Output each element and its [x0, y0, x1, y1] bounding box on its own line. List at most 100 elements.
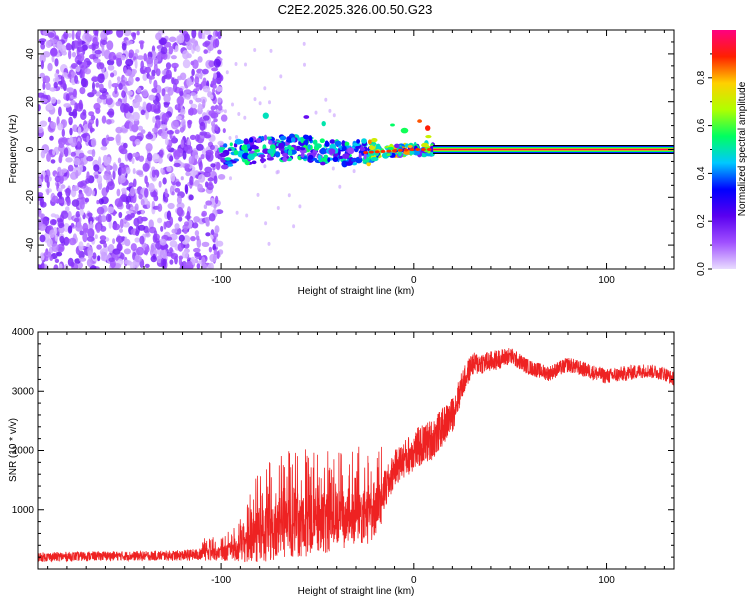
heatmap-noise-cell	[100, 215, 107, 223]
heatmap-noise-cell	[217, 49, 222, 55]
heatmap-noise-cell	[136, 170, 144, 176]
heatmap-noise-cell	[89, 265, 97, 269]
heatmap-noise-cell	[75, 169, 79, 179]
heatmap-noise-cell	[95, 82, 100, 88]
heatmap-noise-cell	[47, 62, 53, 72]
heatmap-noise-cell	[192, 59, 199, 69]
heatmap-noise-cell	[217, 97, 222, 103]
heatmap-noise-cell	[216, 250, 220, 260]
heatmap-noise-cell	[38, 218, 43, 226]
heatmap-noise-cell	[137, 125, 143, 131]
heatmap-noise-cell	[63, 31, 69, 40]
heatmap-noise-cell	[67, 73, 72, 78]
heatmap-band-cell	[300, 136, 304, 144]
heatmap-noise-cell	[244, 62, 247, 67]
heatmap-band-cell	[409, 150, 415, 155]
heatmap-band-cell	[278, 142, 285, 149]
heatmap-noise-cell	[207, 177, 214, 182]
heatmap-noise-cell	[54, 258, 60, 263]
heatmap-noise-cell	[161, 88, 166, 97]
heatmap-noise-cell	[191, 30, 197, 39]
heatmap-noise-cell	[158, 149, 164, 157]
heatmap-noise-cell	[150, 255, 157, 263]
heatmap-noise-cell	[263, 86, 267, 91]
heatmap-noise-cell	[80, 112, 87, 120]
heatmap-noise-cell	[125, 167, 131, 175]
heatmap-noise-cell	[212, 39, 218, 49]
heatmap-noise-cell	[124, 236, 128, 246]
heatmap-noise-cell	[181, 118, 186, 126]
heatmap-noise-cell	[195, 134, 200, 142]
heatmap-noise-cell	[210, 229, 215, 236]
heatmap-noise-cell	[90, 137, 97, 148]
heatmap-noise-cell	[59, 169, 65, 177]
heatmap-noise-cell	[183, 33, 190, 42]
heatmap-noise-cell	[157, 157, 163, 164]
heatmap-noise-cell	[147, 131, 152, 138]
heatmap-noise-cell	[175, 115, 182, 121]
heatmap-noise-cell	[164, 188, 168, 198]
heatmap-band-cell	[324, 141, 330, 147]
heatmap-noise-cell	[302, 41, 306, 46]
heatmap-noise-cell	[118, 145, 125, 153]
heatmap-noise-cell	[68, 138, 73, 144]
heatmap-noise-cell	[214, 225, 220, 234]
heatmap-noise-cell	[54, 214, 60, 219]
heatmap-noise-cell	[53, 264, 59, 269]
heatmap-noise-cell	[169, 155, 174, 162]
heatmap-noise-cell	[121, 90, 125, 98]
heatmap-noise-cell	[153, 59, 158, 65]
heatmap-noise-cell	[134, 255, 142, 263]
heatmap-band-cell	[356, 139, 361, 144]
heatmap-noise-cell	[142, 162, 150, 172]
heatmap-noise-cell	[145, 143, 153, 152]
heatmap-noise-cell	[213, 175, 218, 184]
heatmap-noise-cell	[203, 30, 211, 35]
heatmap-noise-cell	[71, 51, 77, 58]
heatmap-noise-cell	[122, 221, 130, 228]
heatmap-noise-cell	[163, 74, 168, 79]
heatmap-noise-cell	[84, 68, 91, 75]
heatmap-noise-cell	[197, 183, 204, 193]
heatmap-noise-cell	[44, 256, 49, 262]
heatmap-peak-cell	[409, 148, 415, 152]
heatmap-noise-cell	[171, 191, 175, 196]
heatmap-band-cell	[275, 151, 281, 158]
heatmap-noise-cell	[148, 94, 156, 101]
heatmap-noise-cell	[58, 80, 63, 85]
heatmap-noise-cell	[56, 243, 65, 253]
heatmap-band-cell	[308, 154, 314, 160]
heatmap-noise-cell	[195, 97, 202, 103]
heatmap-noise-cell	[142, 89, 149, 98]
heatmap-noise-cell	[108, 257, 115, 263]
heatmap-band-cell	[289, 133, 295, 138]
heatmap-band-cell	[266, 157, 274, 161]
heatmap-band-cell	[218, 147, 226, 151]
heatmap-noise-cell	[191, 68, 195, 76]
heatmap-noise-cell	[71, 30, 75, 41]
heatmap-noise-cell	[167, 202, 175, 210]
heatmap-noise-cell	[199, 72, 203, 80]
heatmap-noise-cell	[148, 182, 155, 193]
heatmap-noise-cell	[182, 240, 189, 245]
heatmap-noise-cell	[63, 147, 69, 158]
heatmap-noise-cell	[87, 249, 93, 260]
heatmap-noise-cell	[68, 117, 72, 122]
heatmap-noise-cell	[179, 91, 184, 97]
heatmap-band-cell	[417, 119, 422, 123]
heatmap-noise-cell	[155, 119, 161, 129]
heatmap-noise-cell	[151, 88, 158, 93]
heatmap-noise-cell	[98, 156, 102, 166]
heatmap-noise-cell	[152, 116, 156, 123]
heatmap-noise-cell	[91, 190, 95, 196]
heatmap-noise-cell	[190, 103, 198, 109]
heatmap-noise-cell	[324, 97, 328, 102]
heatmap-noise-cell	[210, 105, 216, 111]
heatmap-noise-cell	[196, 263, 201, 269]
heatmap-noise-cell	[87, 122, 93, 130]
heatmap-noise-cell	[67, 210, 72, 221]
heatmap-noise-cell	[40, 60, 45, 70]
heatmap-noise-cell	[138, 193, 143, 200]
heatmap-noise-cell	[42, 30, 48, 36]
heatmap-noise-cell	[155, 32, 162, 41]
